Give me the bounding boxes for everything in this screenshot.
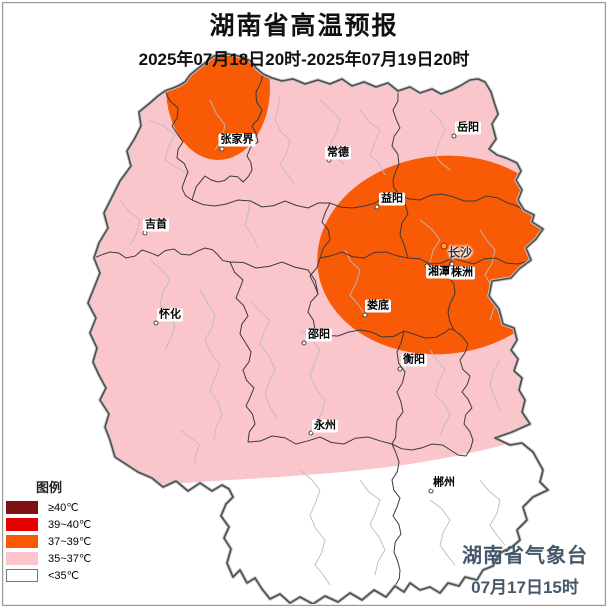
city-label: 衡阳 <box>401 353 427 367</box>
province-outline <box>87 53 549 605</box>
legend-label: 39~40℃ <box>48 519 92 531</box>
city-label: 长沙 <box>447 245 473 260</box>
valid-period: 2025年07月18日20时-2025年07月19日20时 <box>138 50 470 69</box>
city-dot <box>374 204 380 210</box>
city-label: 湘潭 <box>426 265 452 279</box>
map-header: 湖南省高温预报 2025年07月18日20时-2025年07月19日20时 <box>0 6 608 70</box>
capital-city-dot <box>440 242 448 250</box>
city-label: 永州 <box>312 419 338 433</box>
issuing-agency: 湖南省气象台 <box>462 545 588 567</box>
issue-time: 07月17日15时 <box>471 578 579 597</box>
legend-item: 37~39℃ <box>6 535 91 548</box>
legend-swatch <box>6 501 38 514</box>
legend-label: 37~39℃ <box>48 536 92 548</box>
legend-items: ≥40℃ 39~40℃ 37~39℃ 35~37℃ <35℃ <box>6 501 91 582</box>
legend-swatch <box>6 535 38 548</box>
legend-title: 图例 <box>36 480 63 495</box>
city-dot <box>308 430 314 436</box>
hot-zone-northwest-37-39 <box>166 54 270 160</box>
city-label: 怀化 <box>157 308 183 322</box>
city-label: 娄底 <box>365 299 391 313</box>
legend-item: 35~37℃ <box>6 552 91 565</box>
legend-label: 35~37℃ <box>48 553 92 565</box>
city-label: 郴州 <box>431 476 457 490</box>
county-boundaries <box>119 94 506 586</box>
city-label: 张家界 <box>218 133 256 147</box>
legend-label: ≥40℃ <box>48 502 79 514</box>
legend-swatch <box>6 569 38 582</box>
legend-item: 39~40℃ <box>6 518 91 531</box>
city-label: 益阳 <box>379 192 405 206</box>
city-dot <box>301 340 307 346</box>
city-label: 邵阳 <box>306 328 332 342</box>
city-label: 株洲 <box>449 266 475 280</box>
page-title: 湖南省高温预报 <box>209 12 399 40</box>
city-label: 岳阳 <box>455 121 481 135</box>
city-dot <box>153 320 159 326</box>
city-dot <box>451 133 457 139</box>
legend: 图例 ≥40℃ 39~40℃ 37~39℃ 35~37℃ <35℃ <box>6 477 91 586</box>
credit-block: 湖南省气象台 07月17日15时 <box>462 539 588 598</box>
city-dot <box>397 366 403 372</box>
legend-label: <35℃ <box>48 570 80 582</box>
cool-zone-south-below-35 <box>120 424 548 604</box>
city-label: 吉首 <box>143 218 169 232</box>
city-label: 常德 <box>325 146 351 160</box>
legend-item: ≥40℃ <box>6 501 91 514</box>
legend-item: <35℃ <box>6 569 91 582</box>
city-dot <box>449 261 455 267</box>
city-dot <box>362 312 368 318</box>
legend-swatch <box>6 518 38 531</box>
legend-swatch <box>6 552 38 565</box>
city-dot <box>219 146 225 152</box>
